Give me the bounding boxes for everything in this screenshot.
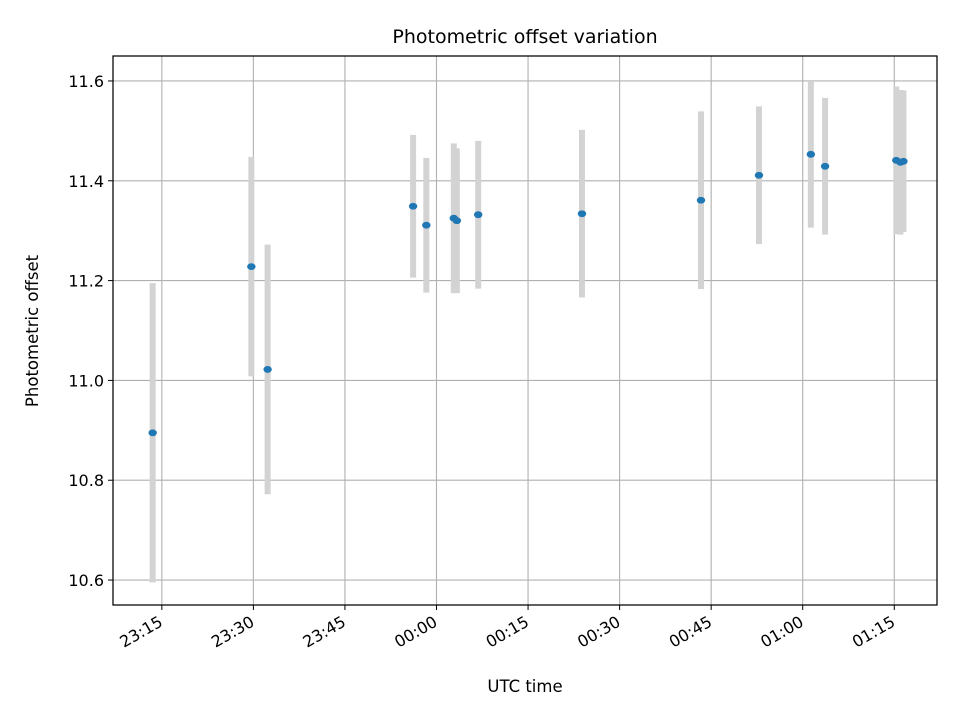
data-point [247, 263, 256, 271]
y-tick-label: 11.4 [68, 172, 104, 191]
y-tick-label: 10.8 [68, 471, 104, 490]
y-tick-label: 11.6 [68, 72, 104, 91]
data-point [452, 217, 462, 225]
data-point [148, 429, 157, 437]
data-point [474, 211, 483, 219]
chart-title: Photometric offset variation [392, 26, 657, 48]
x-axis-label: UTC time [487, 677, 562, 696]
y-axis-ticks: 10.6 10.8 11.0 11.2 11.4 11.6 [68, 72, 113, 590]
y-tick-label: 11.2 [68, 272, 104, 291]
data-point [820, 162, 830, 170]
data-point [696, 196, 706, 204]
y-axis-label: Photometric offset [23, 254, 42, 407]
data-point [422, 221, 431, 229]
data-point [408, 202, 418, 210]
data-points [148, 150, 908, 437]
data-point [263, 366, 272, 373]
data-point [577, 210, 587, 218]
plot-frame [112, 55, 938, 606]
y-tick-label: 10.6 [68, 571, 104, 590]
data-point [899, 157, 908, 165]
grid [113, 56, 937, 605]
data-point [754, 171, 764, 179]
data-point [806, 150, 816, 158]
y-tick-label: 11.0 [68, 371, 104, 390]
